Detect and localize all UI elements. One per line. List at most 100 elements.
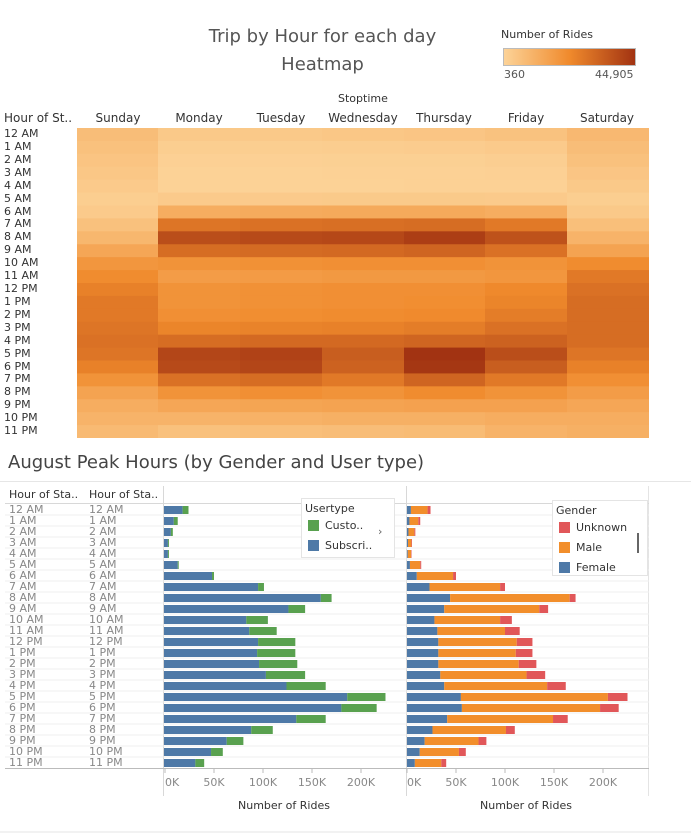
bar-customer[interactable] (195, 759, 205, 767)
bar-female[interactable] (407, 506, 411, 514)
row-header-b[interactable]: Hour of Sta.. (89, 488, 159, 501)
heat-cell[interactable] (240, 153, 322, 168)
bar-male[interactable] (409, 517, 419, 525)
bar-unknown[interactable] (547, 682, 566, 690)
heat-cell[interactable] (404, 231, 485, 245)
heat-cell[interactable] (485, 140, 567, 155)
bar-subscriber[interactable] (164, 539, 168, 547)
bar-male[interactable] (408, 528, 415, 536)
heat-cell[interactable] (158, 231, 240, 245)
bar-subscriber[interactable] (164, 583, 259, 591)
heat-cell[interactable] (77, 308, 158, 323)
heat-cell[interactable] (485, 360, 567, 374)
heat-cell[interactable] (158, 399, 240, 413)
heat-cell[interactable] (240, 179, 322, 194)
heat-cell[interactable] (77, 295, 158, 310)
heat-cell[interactable] (240, 360, 322, 374)
heat-cell[interactable] (485, 425, 567, 438)
heat-cell[interactable] (158, 373, 240, 387)
bar-customer[interactable] (246, 616, 268, 624)
bar-subscriber[interactable] (164, 572, 213, 580)
bar-customer[interactable] (347, 693, 386, 701)
bar-unknown[interactable] (526, 671, 546, 679)
heat-cell[interactable] (77, 412, 158, 426)
usertype-item-customer[interactable]: Custo.. (308, 519, 363, 532)
bar-female[interactable] (407, 550, 408, 558)
heat-cell[interactable] (322, 386, 404, 400)
bar-subscriber[interactable] (164, 748, 212, 756)
bar-subscriber[interactable] (164, 517, 174, 525)
heat-cell[interactable] (567, 283, 649, 297)
gender-item-male[interactable]: Male (559, 541, 602, 554)
heat-cell[interactable] (77, 179, 158, 194)
heat-cell[interactable] (404, 166, 485, 181)
heat-cell[interactable] (485, 257, 567, 271)
bar-customer[interactable] (177, 561, 179, 569)
bar-customer[interactable] (341, 704, 377, 712)
bar-unknown[interactable] (553, 715, 568, 723)
heat-cell[interactable] (485, 334, 567, 349)
bar-subscriber[interactable] (164, 693, 348, 701)
bar-subscriber[interactable] (164, 660, 260, 668)
heat-cell[interactable] (567, 308, 649, 323)
heat-cell[interactable] (322, 231, 404, 245)
bar-female[interactable] (407, 638, 439, 646)
heat-cell[interactable] (240, 425, 322, 438)
bar-customer[interactable] (251, 726, 273, 734)
heat-cell[interactable] (322, 373, 404, 387)
heat-cell[interactable] (240, 205, 322, 219)
chevron-right-icon[interactable]: › (378, 525, 383, 538)
heat-cell[interactable] (567, 192, 649, 206)
bar-male[interactable] (438, 638, 517, 646)
bar-customer[interactable] (173, 517, 178, 525)
heat-cell[interactable] (485, 244, 567, 258)
bar-subscriber[interactable] (164, 671, 266, 679)
bar-female[interactable] (407, 616, 435, 624)
heat-cell[interactable] (77, 166, 158, 181)
day-header-thursday[interactable]: Thursday (416, 111, 472, 125)
heat-cell[interactable] (404, 386, 485, 400)
heat-cell[interactable] (240, 399, 322, 413)
heat-cell[interactable] (240, 386, 322, 400)
heat-cell[interactable] (240, 283, 322, 297)
bar-female[interactable] (407, 748, 420, 756)
heat-cell[interactable] (322, 257, 404, 271)
heat-cell[interactable] (567, 140, 649, 155)
bar-subscriber[interactable] (164, 528, 171, 536)
heat-cell[interactable] (404, 283, 485, 297)
legend-scrollbar[interactable] (637, 533, 639, 553)
bar-customer[interactable] (265, 671, 306, 679)
bar-male[interactable] (416, 572, 454, 580)
bar-unknown[interactable] (607, 693, 628, 701)
usertype-item-subscriber[interactable]: Subscri.. (308, 539, 372, 552)
heat-cell[interactable] (322, 321, 404, 336)
bar-unknown[interactable] (569, 594, 576, 602)
bar-female[interactable] (407, 649, 439, 657)
heat-cell[interactable] (322, 270, 404, 284)
bar-female[interactable] (407, 539, 408, 547)
bar-subscriber[interactable] (164, 649, 258, 657)
bar-unknown[interactable] (516, 638, 533, 646)
bar-customer[interactable] (258, 638, 296, 646)
heatmap-grid[interactable] (77, 128, 649, 438)
bar-male[interactable] (444, 605, 540, 613)
day-header-saturday[interactable]: Saturday (579, 111, 635, 125)
bar-subscriber[interactable] (164, 616, 247, 624)
bar-female[interactable] (407, 561, 410, 569)
gender-item-unknown[interactable]: Unknown (559, 521, 627, 534)
heat-cell[interactable] (404, 205, 485, 219)
bar-unknown[interactable] (539, 605, 549, 613)
bar-subscriber[interactable] (164, 627, 250, 635)
bar-unknown[interactable] (600, 704, 619, 712)
heat-cell[interactable] (485, 205, 567, 219)
heat-cell[interactable] (158, 192, 240, 206)
heat-cell[interactable] (485, 153, 567, 168)
heat-cell[interactable] (485, 128, 567, 142)
heat-cell[interactable] (485, 308, 567, 323)
heat-cell[interactable] (158, 425, 240, 438)
heat-cell[interactable] (485, 399, 567, 413)
bar-male[interactable] (407, 539, 412, 547)
heat-cell[interactable] (567, 373, 649, 387)
bar-male[interactable] (438, 660, 519, 668)
heat-cell[interactable] (77, 321, 158, 336)
